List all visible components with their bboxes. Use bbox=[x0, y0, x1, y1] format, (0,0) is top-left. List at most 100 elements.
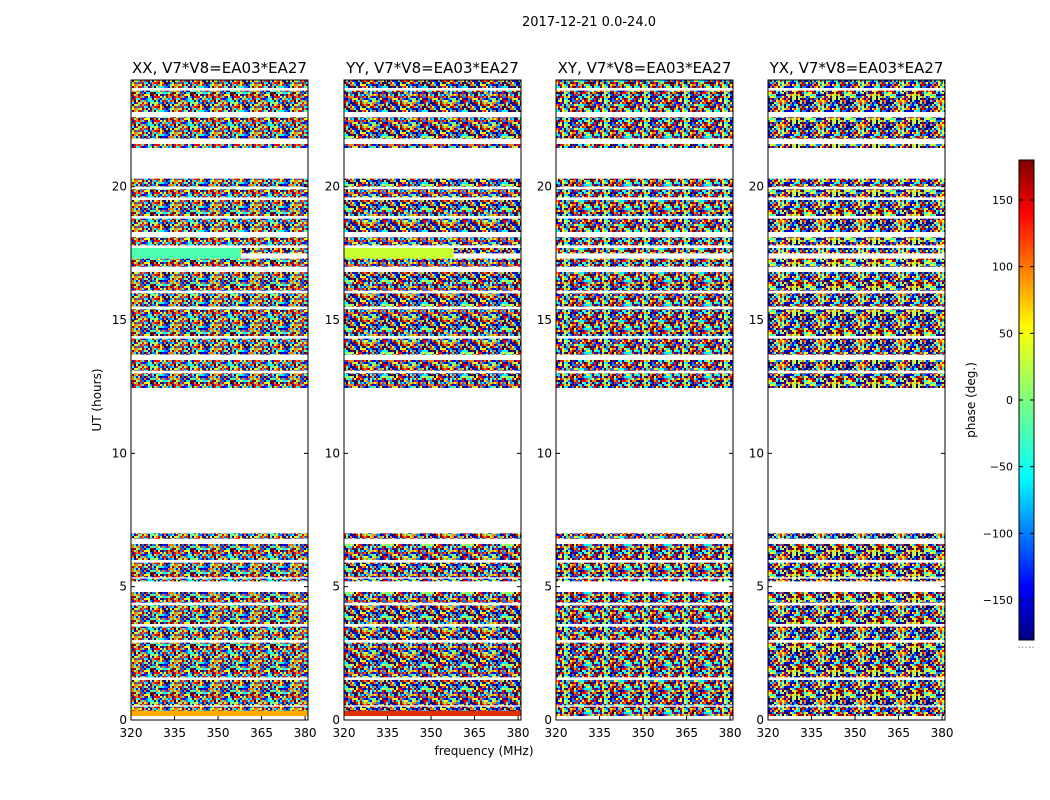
data-band bbox=[556, 706, 733, 716]
x-tick-label: 335 bbox=[800, 726, 823, 740]
colorbar-tick-label: −50 bbox=[990, 461, 1013, 474]
colorbar-tick-label: 150 bbox=[992, 194, 1013, 207]
x-tick-label: 380 bbox=[931, 726, 954, 740]
panel-xy: XY, V7*V8=EA03*EA27 320 335 350 365 380 0 5 10 15… bbox=[537, 59, 742, 740]
data-band bbox=[131, 117, 308, 139]
y-tick-label: 15 bbox=[112, 313, 127, 327]
data-band bbox=[131, 309, 308, 336]
x-tick-label: 350 bbox=[844, 726, 867, 740]
data-band bbox=[556, 293, 733, 307]
data-band bbox=[556, 248, 733, 254]
data-band bbox=[344, 144, 521, 148]
data-band bbox=[344, 533, 521, 539]
y-tick-label: 10 bbox=[112, 446, 127, 460]
data-band bbox=[344, 680, 521, 706]
data-band bbox=[131, 218, 308, 232]
data-band bbox=[768, 237, 945, 246]
y-tick-label: 15 bbox=[325, 313, 340, 327]
data-band bbox=[344, 578, 521, 582]
colorbar-label: phase (deg.) bbox=[964, 362, 978, 438]
data-band bbox=[131, 293, 308, 307]
data-band bbox=[344, 544, 521, 560]
colorbar: 150 100 50 0 −50 −100 −150 phase (deg.) ..... bbox=[964, 159, 1035, 651]
data-band bbox=[344, 309, 521, 336]
data-band bbox=[556, 680, 733, 706]
data-band bbox=[344, 189, 521, 198]
data-band bbox=[768, 309, 945, 336]
y-tick-label: 10 bbox=[537, 446, 552, 460]
data-band bbox=[344, 626, 521, 640]
data-band bbox=[344, 218, 521, 232]
data-band bbox=[768, 578, 945, 582]
data-band bbox=[131, 680, 308, 706]
data-band bbox=[131, 178, 308, 187]
coherent-band bbox=[131, 248, 241, 259]
y-tick-label: 0 bbox=[544, 713, 552, 727]
y-tick-label: 20 bbox=[325, 180, 340, 194]
data-band bbox=[556, 533, 733, 539]
y-tick-label: 5 bbox=[544, 580, 552, 594]
panel-title: YX, V7*V8=EA03*EA27 bbox=[769, 59, 944, 77]
data-band bbox=[768, 642, 945, 678]
data-band bbox=[768, 144, 945, 148]
x-tick-label: 335 bbox=[376, 726, 399, 740]
data-band bbox=[768, 272, 945, 291]
data-band bbox=[556, 373, 733, 388]
data-band bbox=[556, 80, 733, 88]
data-band bbox=[131, 605, 308, 624]
data-band bbox=[131, 144, 308, 148]
data-band bbox=[768, 562, 945, 578]
data-band bbox=[768, 117, 945, 139]
data-band bbox=[344, 178, 521, 187]
colorbar-tick-label: 0 bbox=[1006, 394, 1013, 407]
data-band bbox=[768, 373, 945, 388]
colorbar-ticks: 150 100 50 0 −50 −100 −150 bbox=[983, 194, 1034, 607]
data-band bbox=[556, 309, 733, 336]
data-band bbox=[768, 248, 945, 254]
x-tick-label: 365 bbox=[675, 726, 698, 740]
y-tick-label: 10 bbox=[749, 446, 764, 460]
x-tick-label: 350 bbox=[207, 726, 230, 740]
data-band bbox=[556, 592, 733, 603]
data-band bbox=[131, 338, 308, 355]
data-band bbox=[344, 592, 521, 603]
data-band bbox=[768, 544, 945, 560]
data-band bbox=[344, 360, 521, 371]
data-band bbox=[131, 578, 308, 582]
data-band bbox=[344, 258, 521, 267]
data-band bbox=[131, 90, 308, 112]
y-tick-label: 20 bbox=[112, 180, 127, 194]
data-band bbox=[768, 80, 945, 88]
data-band bbox=[556, 90, 733, 112]
data-band bbox=[768, 90, 945, 112]
panel-frame bbox=[767, 79, 946, 721]
data-band bbox=[131, 258, 308, 267]
data-band bbox=[768, 189, 945, 198]
data-band bbox=[556, 272, 733, 291]
data-band bbox=[344, 200, 521, 216]
data-band bbox=[768, 680, 945, 706]
data-band bbox=[556, 605, 733, 624]
colorbar-tick-label: 100 bbox=[992, 261, 1013, 274]
data-band bbox=[131, 626, 308, 640]
panel-title: XY, V7*V8=EA03*EA27 bbox=[558, 59, 732, 77]
x-tick-label: 350 bbox=[632, 726, 655, 740]
data-band bbox=[344, 237, 521, 246]
data-band bbox=[556, 178, 733, 187]
y-tick-label: 5 bbox=[119, 580, 127, 594]
panel-title: XX, V7*V8=EA03*EA27 bbox=[132, 59, 307, 77]
data-band bbox=[556, 562, 733, 578]
x-tick-label: 380 bbox=[507, 726, 530, 740]
data-band bbox=[768, 592, 945, 603]
data-band bbox=[344, 562, 521, 578]
y-tick-label: 20 bbox=[537, 180, 552, 194]
x-tick-label: 335 bbox=[163, 726, 186, 740]
data-band bbox=[768, 338, 945, 355]
y-tick-label: 0 bbox=[756, 713, 764, 727]
data-band bbox=[131, 237, 308, 246]
panel-frame bbox=[555, 79, 734, 721]
data-band bbox=[556, 544, 733, 560]
data-band bbox=[556, 144, 733, 148]
panel-yx: YX, V7*V8=EA03*EA27 320 335 350 365 380 0 5 10 15… bbox=[749, 59, 954, 740]
